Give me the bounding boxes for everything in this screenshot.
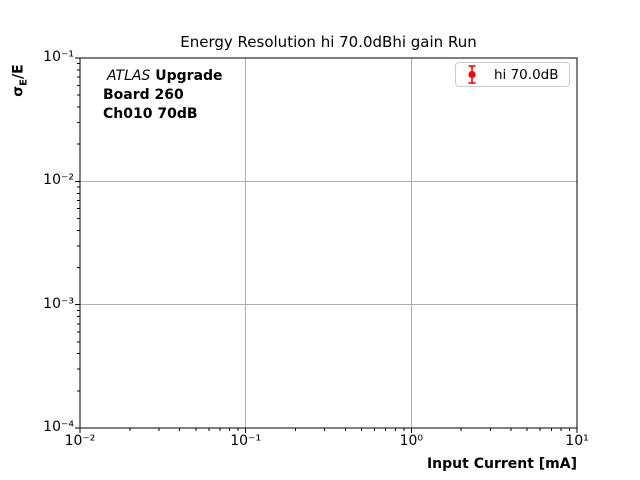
annotation: ATLAS Upgrade Board 260 Ch010 70dB <box>103 67 223 124</box>
legend: hi 70.0dB <box>455 62 570 87</box>
annotation-line-1: ATLAS Upgrade <box>107 67 223 86</box>
errorbar-circle-icon <box>468 65 476 84</box>
upgrade-label: Upgrade <box>155 68 223 84</box>
x-tick-label: 10¹ <box>565 433 589 449</box>
x-tick-label: 10⁻¹ <box>230 433 262 449</box>
x-tick-label: 10⁻² <box>64 433 96 449</box>
chart-title: Energy Resolution hi 70.0dBhi gain Run <box>180 33 477 51</box>
atlas-label: ATLAS <box>107 68 151 84</box>
annotation-line-2: Board 260 <box>103 87 184 103</box>
x-tick-label: 10⁰ <box>399 433 424 449</box>
y-tick-label: 10⁻³ <box>43 295 74 312</box>
y-tick-label: 10⁻⁴ <box>43 419 74 435</box>
y-tick-label: 10⁻² <box>43 172 74 189</box>
legend-label: hi 70.0dB <box>494 66 559 83</box>
x-axis-label: Input Current [mA] <box>426 456 577 472</box>
y-tick-label: 10⁻¹ <box>43 49 74 65</box>
annotation-line-3: Ch010 70dB <box>103 106 198 122</box>
